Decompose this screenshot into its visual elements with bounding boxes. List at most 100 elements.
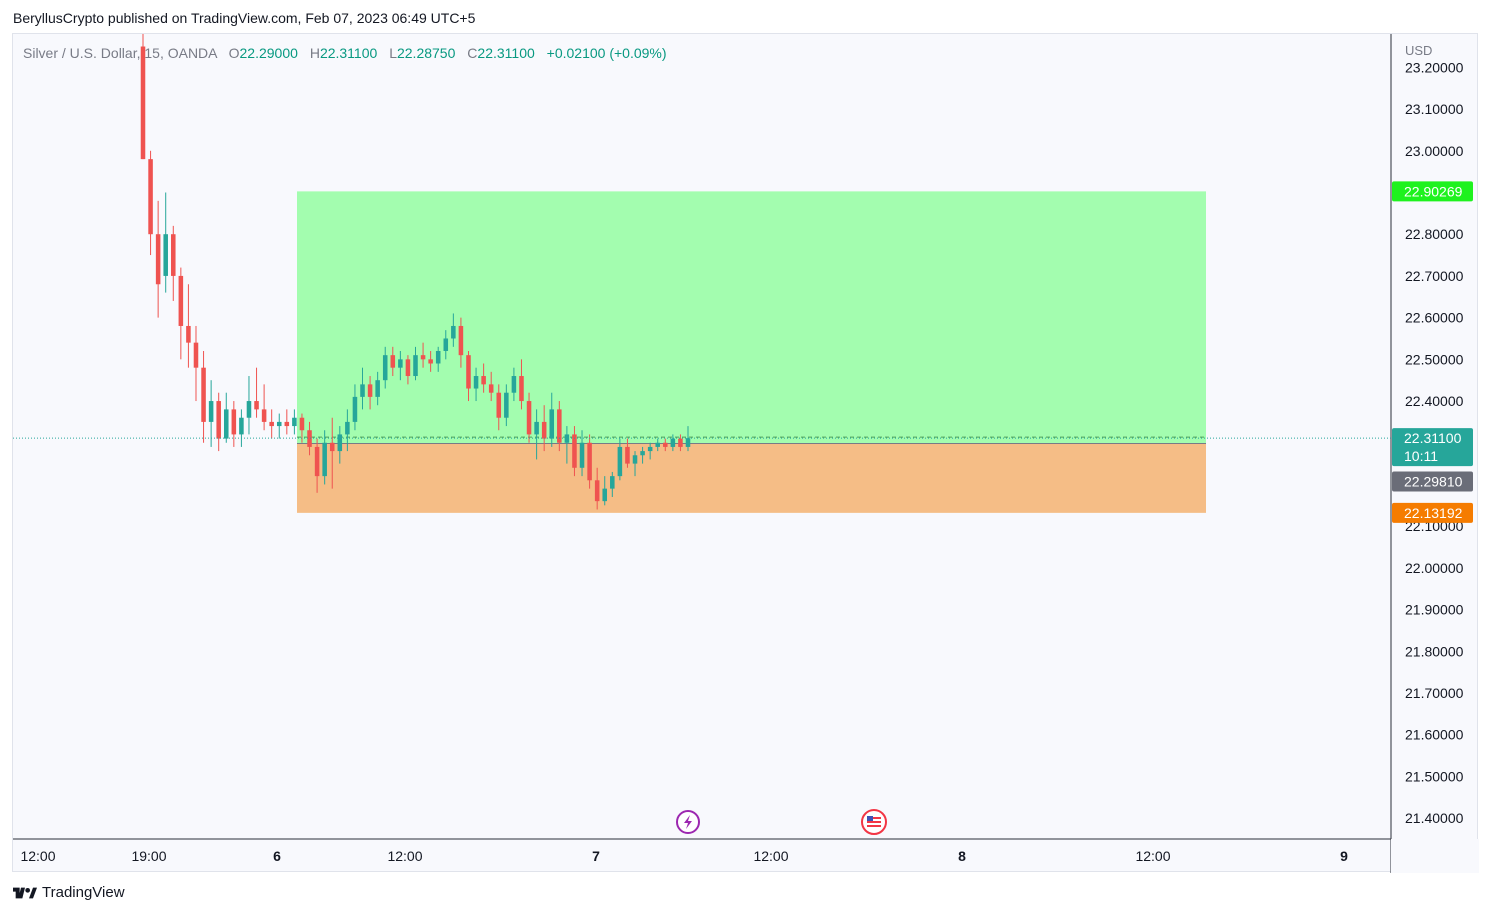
- candle: [254, 367, 259, 418]
- candle-body: [352, 396, 358, 422]
- candle-body: [602, 488, 608, 502]
- candle-body: [504, 392, 509, 418]
- candle-body: [655, 442, 660, 447]
- target-price-tag: 22.90269: [1392, 181, 1473, 202]
- candle-body: [292, 417, 297, 427]
- candle-body: [201, 367, 206, 422]
- candle-body: [276, 421, 282, 427]
- candle-body: [208, 401, 214, 422]
- y-tick-label: 22.00000: [1405, 560, 1464, 576]
- candle-body: [360, 384, 365, 397]
- us-flag-icon[interactable]: [861, 809, 887, 835]
- candle: [602, 476, 608, 506]
- candle-body: [269, 421, 274, 427]
- legend-symbol: Silver / U.S. Dollar, 15, OANDA: [23, 45, 217, 61]
- y-tick-label: 22.80000: [1405, 226, 1464, 242]
- candle: [155, 200, 161, 318]
- candle: [526, 392, 532, 443]
- y-tick-label: 23.10000: [1405, 101, 1464, 117]
- footer-brand[interactable]: TradingView: [13, 884, 125, 901]
- profit-zone[interactable]: [297, 191, 1206, 444]
- candle-body: [178, 275, 184, 326]
- candle: [519, 359, 524, 410]
- y-tick-label: 22.70000: [1405, 268, 1464, 284]
- candle-body: [155, 234, 161, 285]
- y-tick-label: 22.60000: [1405, 310, 1464, 326]
- publisher-caption: BeryllusCrypto published on TradingView.…: [13, 10, 476, 26]
- legend-low-label: L: [389, 45, 397, 61]
- currency-label: USD: [1405, 43, 1432, 58]
- candle: [171, 225, 176, 301]
- candle: [163, 192, 168, 293]
- candle-body: [617, 446, 623, 477]
- legend-low: 22.28750: [396, 45, 456, 61]
- candle: [223, 392, 229, 443]
- chart-frame[interactable]: 23.20000 23.10000 23.00000 22.80000 22.70000…: [12, 33, 1479, 873]
- candle-body: [413, 355, 418, 377]
- candle-body: [246, 401, 252, 418]
- legend-close-label: C: [467, 45, 478, 61]
- y-tick-label: 21.40000: [1405, 810, 1464, 826]
- candle-body: [231, 409, 237, 435]
- price-chart[interactable]: 23.20000 23.10000 23.00000 22.80000 22.70000…: [13, 34, 1479, 873]
- y-tick-label: 21.90000: [1405, 602, 1464, 618]
- candle-body: [678, 438, 683, 447]
- candle-body: [261, 409, 267, 422]
- candle-body: [526, 401, 532, 435]
- y-tick-label: 23.20000: [1405, 59, 1464, 75]
- candle: [579, 430, 585, 477]
- candle: [587, 434, 592, 489]
- candle: [405, 355, 411, 385]
- legend-high: 22.31100: [319, 45, 378, 61]
- candle: [541, 405, 547, 452]
- y-tick-label: 21.60000: [1405, 727, 1464, 743]
- candle-body: [451, 325, 456, 339]
- candle-body: [640, 451, 645, 456]
- candle: [557, 401, 562, 452]
- candle: [428, 350, 433, 372]
- legend-high-label: H: [309, 45, 320, 61]
- x-tick-label: 12:00: [1135, 848, 1170, 864]
- candle-body: [685, 438, 691, 447]
- candle: [549, 392, 555, 447]
- candle-body: [670, 438, 676, 447]
- entry-price-tag-label: 22.29810: [1404, 474, 1463, 490]
- candle-body: [163, 234, 168, 276]
- candle-body: [284, 421, 290, 427]
- candle-body: [382, 355, 388, 381]
- loss-zone[interactable]: [297, 443, 1206, 513]
- candle: [678, 434, 683, 452]
- axis-corner: [1391, 839, 1479, 873]
- candle: [261, 384, 267, 431]
- x-tick-label: 6: [273, 848, 281, 864]
- y-tick-label: 22.50000: [1405, 351, 1464, 367]
- stop-price-tag-label: 22.13192: [1404, 505, 1463, 521]
- candle-body: [541, 421, 547, 439]
- candle: [564, 426, 570, 464]
- candle: [504, 384, 509, 427]
- stop-price-tag: 22.13192: [1392, 502, 1473, 523]
- candle-body: [473, 376, 479, 389]
- candle: [617, 438, 623, 481]
- candle: [473, 367, 479, 402]
- candle-body: [398, 359, 403, 368]
- candle-body: [557, 409, 562, 443]
- events-icon[interactable]: [676, 810, 700, 834]
- candle-body: [579, 442, 585, 468]
- candle: [329, 417, 335, 489]
- candle: [307, 421, 312, 456]
- candle: [466, 350, 471, 402]
- candle-body: [254, 401, 259, 410]
- candle-body: [420, 355, 426, 360]
- candle-body: [337, 434, 343, 452]
- x-tick-label: 19:00: [131, 848, 166, 864]
- candle: [625, 438, 630, 468]
- candle-body: [466, 355, 471, 389]
- candle: [458, 317, 464, 368]
- candle: [337, 426, 343, 464]
- candle-body: [345, 421, 350, 435]
- candle: [511, 367, 517, 402]
- candle-body: [193, 342, 199, 368]
- candle-body: [587, 442, 592, 481]
- candle-body: [481, 376, 486, 385]
